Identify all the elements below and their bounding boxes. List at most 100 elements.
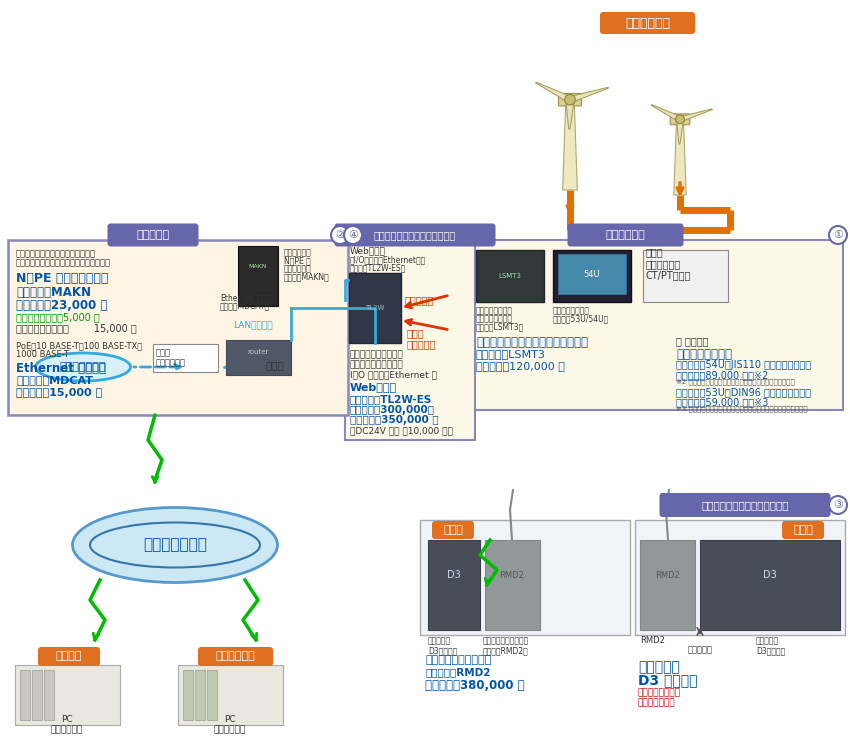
Text: （電気設備工事編）準拠品　電源用避雷器: （電気設備工事編）準拠品 電源用避雷器 xyxy=(16,258,111,267)
Text: 遠隔監視データロガー: 遠隔監視データロガー xyxy=(350,360,404,369)
Text: 基本価格：120,000 円: 基本価格：120,000 円 xyxy=(476,361,565,371)
Bar xyxy=(640,540,695,630)
FancyBboxPatch shape xyxy=(198,647,273,666)
Text: ルータ: ルータ xyxy=(265,360,285,370)
Text: 基本価格：15,000 円: 基本価格：15,000 円 xyxy=(16,388,102,398)
Bar xyxy=(420,520,630,635)
Text: 1000 BASE-T: 1000 BASE-T xyxy=(16,350,69,359)
Text: テレメータ
D3シリーズ: テレメータ D3シリーズ xyxy=(756,636,785,656)
FancyBboxPatch shape xyxy=(782,521,824,539)
Bar xyxy=(226,340,291,375)
Text: D3: D3 xyxy=(447,570,461,580)
Text: 基本価格：300,000～: 基本価格：300,000～ xyxy=(350,405,435,415)
Text: ※2 種類、外部インタフェースにより価格加算があります。: ※2 種類、外部インタフェースにより価格加算があります。 xyxy=(676,378,795,384)
Text: ４ 点指示形: ４ 点指示形 xyxy=(676,336,709,346)
Text: ④: ④ xyxy=(348,230,358,240)
Text: 形　　式：54U（JIS110 角パネル埋込形）: 形 式：54U（JIS110 角パネル埋込形） xyxy=(676,360,811,370)
Text: D3 シリーズ: D3 シリーズ xyxy=(638,673,698,687)
Text: 無線データ通信モデム
（形式：RMD2）: 無線データ通信モデム （形式：RMD2） xyxy=(483,636,530,656)
Bar xyxy=(195,670,205,720)
Text: その他: その他 xyxy=(156,348,171,357)
Text: Ethernet用避雷器: Ethernet用避雷器 xyxy=(220,293,272,302)
Text: （形式：53U/54U）: （形式：53U/54U） xyxy=(553,314,609,323)
Text: 電力マルチメータ: 電力マルチメータ xyxy=(676,348,732,361)
FancyBboxPatch shape xyxy=(38,647,100,666)
FancyBboxPatch shape xyxy=(568,224,683,247)
Bar xyxy=(700,540,840,630)
Text: RMD2: RMD2 xyxy=(500,571,524,580)
Text: 形　　式：53U（DIN96 角パネル埋込形）: 形 式：53U（DIN96 角パネル埋込形） xyxy=(676,387,811,397)
Text: LANケーブル: LANケーブル xyxy=(233,320,273,329)
Bar xyxy=(428,540,480,630)
Text: PC
ブラウザ画面: PC ブラウザ画面 xyxy=(214,715,246,735)
Text: 警報出力なし：－5,000 円: 警報出力なし：－5,000 円 xyxy=(16,312,99,322)
Text: テレメータ: テレメータ xyxy=(638,660,680,674)
Text: 電力会社: 電力会社 xyxy=(56,651,82,662)
Bar xyxy=(32,670,42,720)
Text: ※3 外部インタフェース、付加コードにより価格加算があります。: ※3 外部インタフェース、付加コードにより価格加算があります。 xyxy=(676,405,807,411)
Text: 親　局: 親 局 xyxy=(443,525,463,535)
Text: MAKN: MAKN xyxy=(249,264,267,268)
Text: 基本価格：89,000 円～※2: 基本価格：89,000 円～※2 xyxy=(676,370,768,380)
Bar xyxy=(485,540,540,630)
Circle shape xyxy=(829,496,847,514)
Text: 形　　式：TL2W-ES: 形 式：TL2W-ES xyxy=(350,394,433,404)
FancyBboxPatch shape xyxy=(432,521,474,539)
Bar xyxy=(643,250,728,302)
Polygon shape xyxy=(536,82,572,102)
Text: （形式：TL2W-ES）: （形式：TL2W-ES） xyxy=(350,263,406,272)
Text: 保護用避雷器: 保護用避雷器 xyxy=(284,264,312,273)
Text: 詳しくは仕様書を
ご覧ください。: 詳しくは仕様書を ご覧ください。 xyxy=(638,688,681,708)
Text: インターネットによる遠隔監視: インターネットによる遠隔監視 xyxy=(374,230,456,240)
Text: 発電電力測定: 発電電力測定 xyxy=(605,230,645,240)
Text: 電力用小形マルチ: 電力用小形マルチ xyxy=(476,306,513,315)
FancyBboxPatch shape xyxy=(660,493,830,517)
Polygon shape xyxy=(651,104,682,121)
Circle shape xyxy=(829,226,847,244)
Text: Webロガー: Webロガー xyxy=(350,382,397,392)
Text: 入出力信号: 入出力信号 xyxy=(688,645,712,654)
Bar xyxy=(207,670,217,720)
Bar xyxy=(153,344,218,372)
Text: 350,000 円: 350,000 円 xyxy=(350,415,439,425)
Text: 信号用避雷器: 信号用避雷器 xyxy=(156,358,186,367)
Bar xyxy=(178,665,283,725)
Text: （DC24V 電源 ＋10,000 円）: （DC24V 電源 ＋10,000 円） xyxy=(350,426,453,435)
Bar xyxy=(468,240,843,410)
Polygon shape xyxy=(563,101,577,190)
Text: D3: D3 xyxy=(763,570,777,580)
Bar xyxy=(476,250,544,302)
Text: 公共施設など: 公共施設など xyxy=(216,651,255,662)
Text: 国土交通省公共建築工事標準仕様書: 国土交通省公共建築工事標準仕様書 xyxy=(16,249,96,258)
Text: （I/O内蔵形、Ethernet用）: （I/O内蔵形、Ethernet用） xyxy=(350,255,426,264)
Bar xyxy=(20,670,30,720)
Text: 基本価格：59,000 円～※3: 基本価格：59,000 円～※3 xyxy=(676,397,768,407)
Text: インターネット利用の: インターネット利用の xyxy=(350,350,404,359)
Circle shape xyxy=(676,115,684,124)
Text: 形　　式：RMD2: 形 式：RMD2 xyxy=(425,667,490,677)
Bar xyxy=(15,665,120,725)
Text: 電力多要素: 電力多要素 xyxy=(405,295,434,305)
Text: 形　　式：LSMT3: 形 式：LSMT3 xyxy=(476,349,546,359)
Text: 無線テレメータによる遠隔監視: 無線テレメータによる遠隔監視 xyxy=(701,500,789,510)
Text: LSMT3: LSMT3 xyxy=(498,273,522,279)
Text: RMD2: RMD2 xyxy=(640,636,665,645)
Text: 形　　式：MDCAT: 形 式：MDCAT xyxy=(16,375,93,385)
Text: 基本価格：23,000 円: 基本価格：23,000 円 xyxy=(16,299,107,312)
Text: 無線データ通信モデム: 無線データ通信モデム xyxy=(425,655,491,665)
Text: PC
ブラウザ画面: PC ブラウザ画面 xyxy=(51,715,83,735)
Bar xyxy=(553,250,631,302)
Text: 形　　式：MAKN: 形 式：MAKN xyxy=(16,286,91,299)
Bar xyxy=(635,520,845,635)
Bar xyxy=(558,254,626,294)
Text: 基本価格：380,000 円: 基本価格：380,000 円 xyxy=(425,679,524,692)
Text: ①: ① xyxy=(833,230,843,240)
Polygon shape xyxy=(678,109,712,121)
Bar xyxy=(345,240,475,440)
Text: ③: ③ xyxy=(833,500,843,510)
FancyBboxPatch shape xyxy=(107,224,199,247)
Ellipse shape xyxy=(72,507,277,583)
Text: イントラネット: イントラネット xyxy=(60,362,106,372)
Text: 電源用避雷器: 電源用避雷器 xyxy=(284,248,312,257)
Ellipse shape xyxy=(36,353,131,381)
